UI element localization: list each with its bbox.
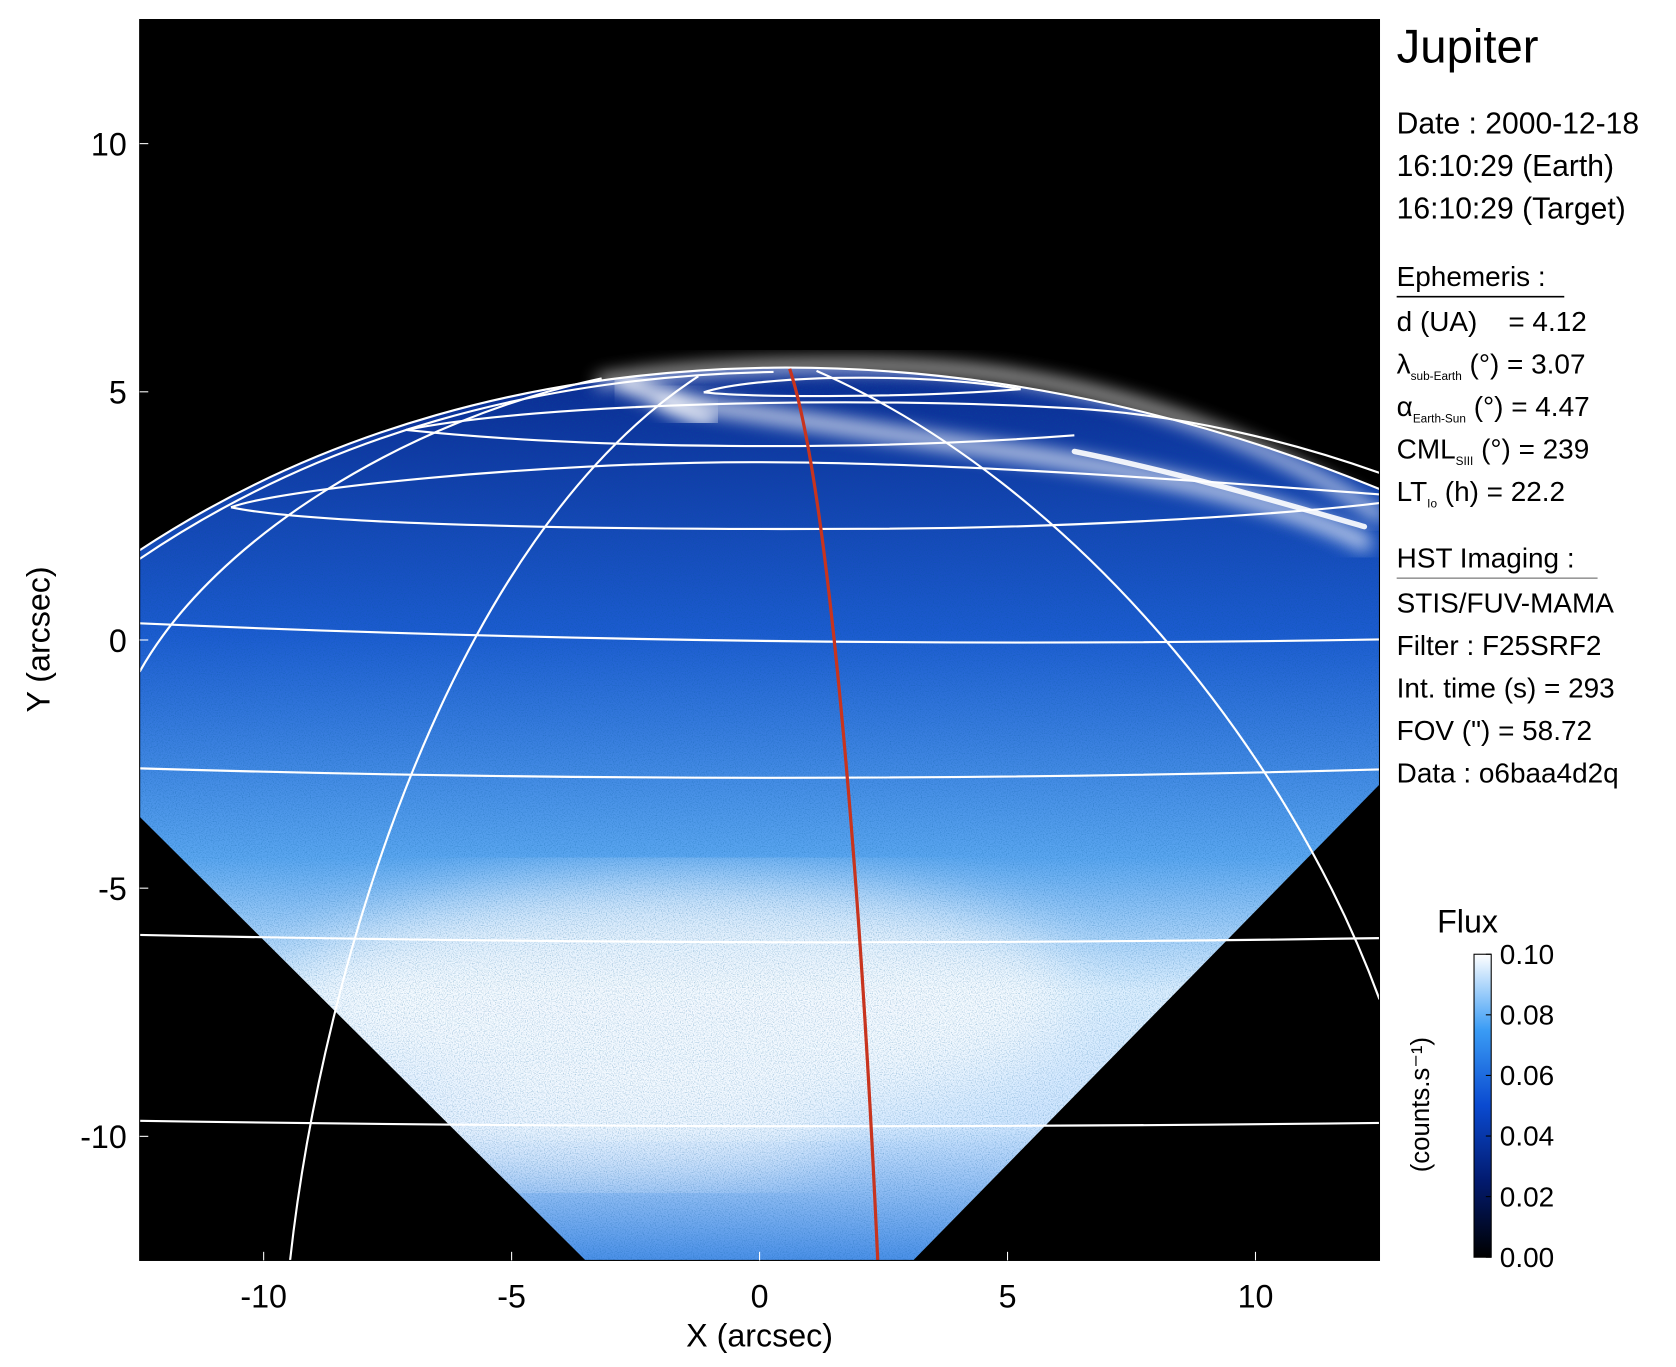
info-text: (°) = 4.47: [1466, 391, 1590, 422]
info-symbol: α: [1397, 391, 1413, 422]
info-row: LTIo (h) = 22.2: [1397, 476, 1565, 510]
section-title: Ephemeris :: [1397, 261, 1546, 292]
info-symbol: CML: [1397, 433, 1456, 464]
info-subscript: Io: [1427, 496, 1437, 510]
x-tick-label: 10: [1238, 1279, 1274, 1315]
info-row: CMLSIII (°) = 239: [1397, 433, 1590, 467]
chart-title: Jupiter: [1397, 21, 1539, 74]
colorbar: [1473, 953, 1492, 1258]
info-subscript: Earth-Sun: [1413, 411, 1466, 425]
y-tick-label: 10: [91, 126, 127, 162]
colorbar-tick-label: 0.08: [1500, 1000, 1554, 1031]
info-text: d (UA) = 4.12: [1397, 306, 1587, 337]
colorbar-tick-label: 0.06: [1500, 1060, 1554, 1091]
info-text: (h) = 22.2: [1437, 476, 1565, 507]
image: [139, 19, 1380, 1261]
info-text: (°) = 239: [1473, 433, 1589, 464]
colorbar-label: (counts.s⁻¹): [1407, 1037, 1435, 1172]
date-line: 16:10:29 (Target): [1397, 192, 1626, 225]
y-tick-label: 0: [109, 623, 127, 659]
y-tick-label: -5: [98, 871, 127, 907]
x-tick-label: 5: [999, 1279, 1017, 1315]
info-row: Int. time (s) = 293: [1397, 672, 1615, 703]
info-row: λsub-Earth (°) = 3.07: [1397, 349, 1586, 383]
colorbar-tick-label: 0.04: [1500, 1121, 1554, 1152]
x-tick-label: 0: [751, 1279, 769, 1315]
date-line: 16:10:29 (Earth): [1397, 150, 1614, 183]
y-tick-label: -10: [80, 1119, 127, 1155]
info-row: Data : o6baa4d2q: [1397, 757, 1619, 788]
info-row: STIS/FUV-MAMA: [1397, 588, 1615, 619]
info-subscript: sub-Earth: [1411, 369, 1462, 383]
info-symbol: λ: [1397, 349, 1411, 380]
info-row: αEarth-Sun (°) = 4.47: [1397, 391, 1590, 425]
info-subscript: SIII: [1456, 454, 1474, 468]
info-row: d (UA) = 4.12: [1397, 306, 1587, 337]
y-axis-label: Y (arcsec): [20, 566, 56, 712]
info-row: Filter : F25SRF2: [1397, 630, 1602, 661]
colorbar-tick-label: 0.10: [1500, 939, 1554, 970]
x-axis-label: X (arcsec): [686, 1317, 833, 1353]
date-line: Date : 2000-12-18: [1397, 107, 1639, 140]
info-row: FOV (") = 58.72: [1397, 715, 1592, 746]
colorbar-tick-label: 0.00: [1500, 1242, 1554, 1273]
y-tick-label: 5: [109, 375, 127, 411]
info-symbol: LT: [1397, 476, 1428, 507]
section-title: HST Imaging :: [1397, 542, 1575, 573]
colorbar-tick-label: 0.02: [1500, 1181, 1554, 1212]
info-text: (°) = 3.07: [1462, 349, 1586, 380]
colorbar-title: Flux: [1437, 904, 1498, 940]
x-tick-label: -5: [497, 1279, 526, 1315]
x-tick-label: -10: [240, 1279, 287, 1315]
